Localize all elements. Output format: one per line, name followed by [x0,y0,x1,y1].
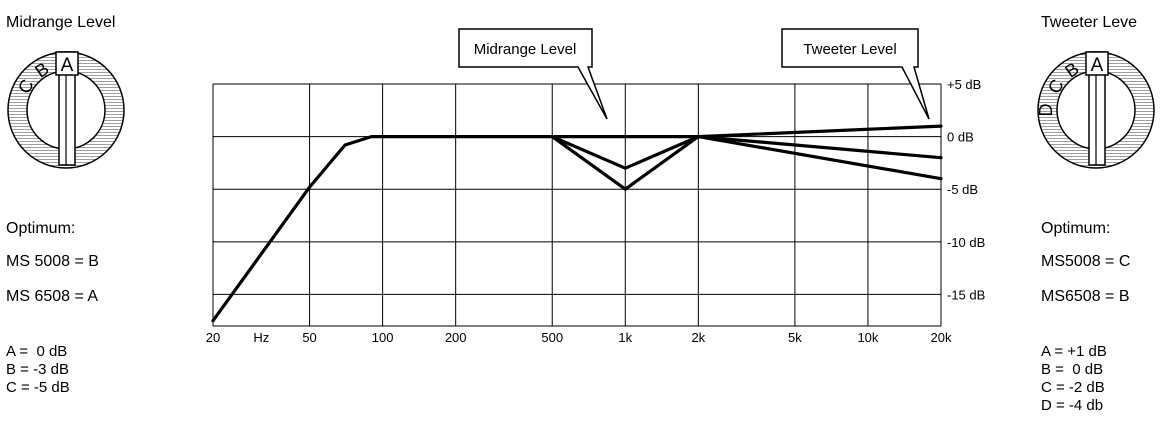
x-axis-ticks: 20 50 100 200 500 1k 2k 5k 10k 20k Hz [206,330,952,345]
response-curve [696,135,943,160]
midrange-optimum-line: MS 6508 = A [6,288,99,305]
midrange-setting: A = 0 dB [6,343,68,360]
tweeter-panel-title: Tweeter Leve [1041,14,1138,31]
x-tick-label: 20k [931,330,952,345]
x-tick-label: 5k [788,330,802,345]
x-tick-label: 200 [445,330,467,345]
midrange-callout: Midrange Level [458,28,608,120]
tweeter-selected-indicator [1085,51,1109,76]
midrange-knob-letter-a: A [61,55,74,76]
x-tick-label: 2k [691,330,705,345]
y-tick-label: -15 dB [947,287,985,302]
tweeter-optimum-line: MS5008 = C [1041,253,1131,270]
chart-grid [212,83,942,327]
response-curve [211,124,943,323]
tweeter-knob-letter-a: A [1091,55,1104,76]
midrange-panel-title: Midrange Level [6,14,116,31]
x-tick-label: 10k [857,330,878,345]
midrange-setting: B = -3 dB [6,361,69,378]
x-tick-label: 500 [541,330,563,345]
x-tick-label: 1k [618,330,632,345]
response-curve [550,135,700,191]
tweeter-knob-letter-d: D [1036,104,1056,117]
tweeter-setting: C = -2 dB [1041,379,1105,396]
response-curve [696,135,943,181]
midrange-callout-label: Midrange Level [474,41,577,58]
y-tick-label: -10 dB [947,235,985,250]
y-axis-ticks: +5 dB 0 dB -5 dB -10 dB -15 dB [947,77,985,302]
tweeter-optimum-line: MS6508 = B [1041,288,1130,305]
midrange-level-knob[interactable]: A B C [4,48,128,172]
y-tick-label: +5 dB [947,77,981,92]
x-tick-label: 50 [302,330,316,345]
x-tick-label: 20 [206,330,220,345]
midrange-setting: C = -5 dB [6,379,70,396]
tweeter-callout: Tweeter Level [781,28,930,120]
midrange-callout-box [458,28,608,120]
y-tick-label: -5 dB [947,182,978,197]
response-curve [550,135,700,170]
tweeter-setting: D = -4 db [1041,397,1104,414]
response-curves [211,124,943,323]
x-tick-label: 100 [372,330,394,345]
tweeter-level-knob[interactable]: A B C D [1012,48,1161,172]
tweeter-callout-label: Tweeter Level [803,41,896,58]
midrange-optimum-line: MS 5008 = B [6,253,99,270]
tweeter-setting: B = 0 dB [1041,361,1104,378]
x-unit-label: Hz [253,330,269,345]
midrange-optimum-heading: Optimum: [6,220,76,237]
y-tick-label: 0 dB [947,130,974,145]
midrange-level-panel: Midrange Level A B C Optimum: MS 5008 = … [0,0,200,428]
tweeter-setting: A = +1 dB [1041,343,1107,360]
tweeter-callout-box [781,28,930,120]
tweeter-level-panel: Tweeter Leve A B C D Optimum: MS5008 = C… [1000,0,1161,428]
tweeter-optimum-heading: Optimum: [1041,220,1111,237]
midrange-selected-indicator [55,51,79,76]
